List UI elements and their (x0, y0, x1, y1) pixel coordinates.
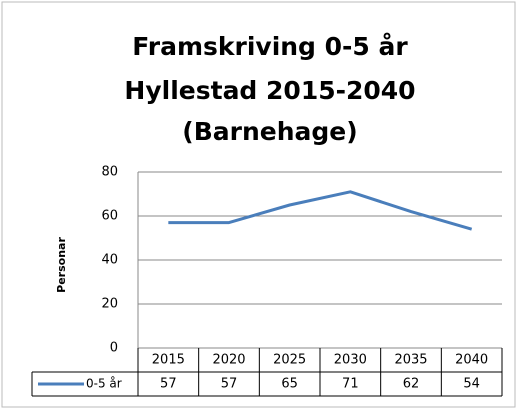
table-value: 57 (160, 377, 177, 392)
table-value: 62 (403, 377, 420, 392)
x-tick-label: 2040 (455, 353, 488, 368)
y-tick-label: 80 (101, 165, 118, 180)
chart-title: Framskriving 0-5 år (132, 32, 408, 61)
y-tick-label: 40 (101, 253, 118, 268)
table-value: 65 (281, 377, 298, 392)
y-axis-label: Personar (55, 237, 68, 293)
table-value: 57 (221, 377, 238, 392)
x-tick-label: 2015 (152, 353, 185, 368)
y-tick-label: 60 (101, 209, 118, 224)
chart-title: (Barnehage) (182, 117, 357, 146)
chart-frame (1, 1, 516, 408)
legend-label: 0-5 år (86, 377, 122, 391)
series-line (168, 190, 473, 231)
y-tick-label: 20 (101, 297, 118, 312)
x-tick-label: 2035 (394, 353, 427, 368)
x-tick-label: 2025 (273, 353, 306, 368)
x-tick-label: 2030 (334, 353, 367, 368)
chart-title: Hyllestad 2015-2040 (124, 76, 415, 105)
table-value: 54 (463, 377, 480, 392)
x-tick-label: 2020 (212, 353, 245, 368)
y-tick-label: 0 (110, 341, 118, 356)
table-value: 71 (342, 377, 359, 392)
